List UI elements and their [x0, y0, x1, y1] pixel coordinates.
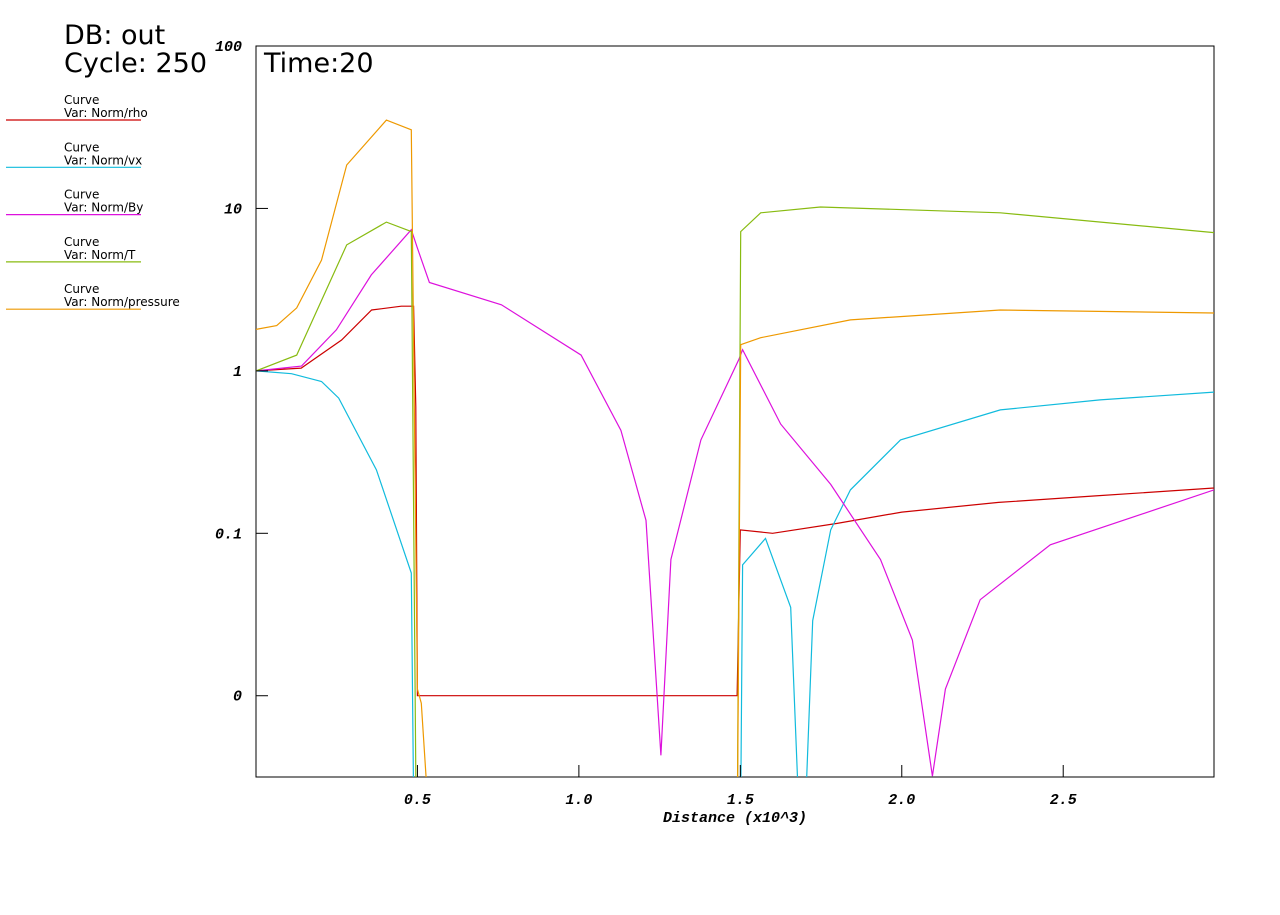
- legend-title: Curve: [64, 188, 99, 202]
- x-axis-label: Distance (x10^3): [663, 810, 807, 827]
- time-label: Time:20: [263, 48, 374, 79]
- curve: [256, 228, 1214, 777]
- legend-name: Var: Norm/T: [64, 248, 136, 262]
- y-tick-label: 0: [233, 689, 242, 706]
- legend-title: Curve: [64, 140, 99, 154]
- curve: [256, 119, 1214, 777]
- legend-name: Var: Norm/rho: [64, 106, 148, 120]
- legend-title: Curve: [64, 282, 99, 296]
- y-tick-label: 100: [215, 39, 242, 56]
- curve: [256, 206, 1214, 777]
- curve: [256, 305, 1214, 697]
- x-tick-label: 1.0: [565, 792, 592, 809]
- curves: [256, 119, 1214, 777]
- db-label: DB: out: [64, 20, 165, 51]
- x-tick-label: 1.5: [727, 792, 754, 809]
- legend-title: Curve: [64, 235, 99, 249]
- cycle-label: Cycle: 250: [64, 48, 207, 79]
- x-tick-label: 2.0: [888, 792, 915, 809]
- legend-name: Var: Norm/By: [64, 201, 143, 215]
- y-tick-label: 10: [224, 201, 242, 218]
- curve: [256, 370, 1214, 777]
- legend-title: Curve: [64, 93, 99, 107]
- legend-name: Var: Norm/pressure: [64, 295, 180, 309]
- y-tick-label: 1: [233, 364, 242, 381]
- legend-name: Var: Norm/vx: [64, 153, 142, 167]
- y-tick-label: 0.1: [215, 526, 242, 543]
- x-tick-label: 0.5: [404, 792, 431, 809]
- x-tick-label: 2.5: [1050, 792, 1077, 809]
- plot-frame: [255, 45, 1215, 778]
